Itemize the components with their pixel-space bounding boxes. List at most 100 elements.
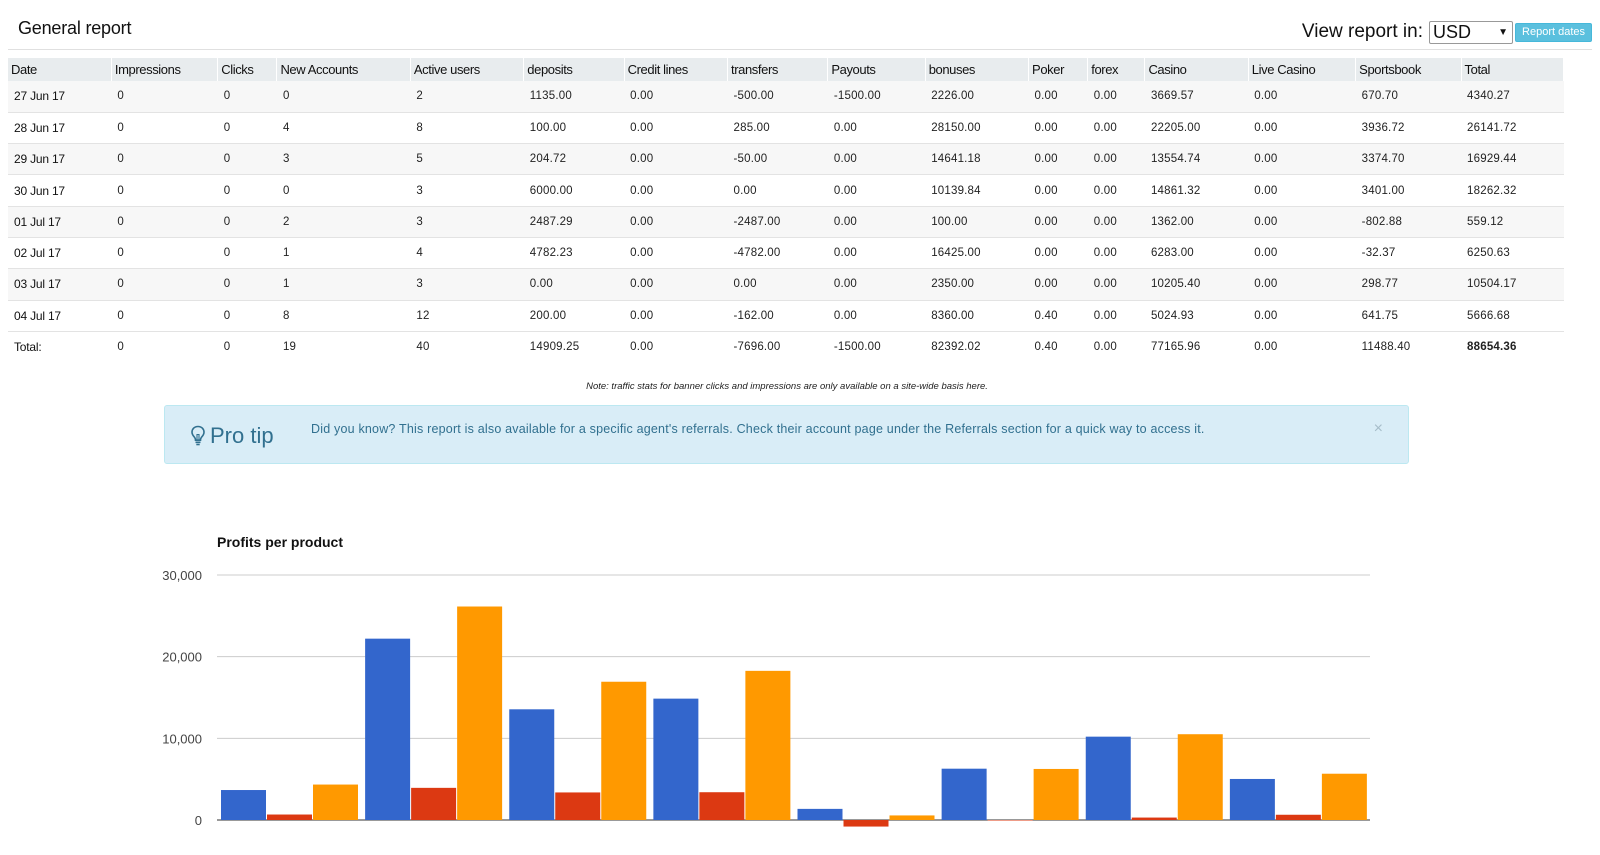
column-header[interactable]: Total <box>1461 58 1565 81</box>
table-cell: 0 <box>111 206 218 238</box>
chart-title: Profits per product <box>217 534 344 550</box>
table-cell: 100.00 <box>523 112 625 145</box>
chart-bar[interactable] <box>457 606 503 820</box>
chart-bar[interactable] <box>1033 768 1079 820</box>
chart-bar[interactable] <box>699 792 745 820</box>
row-date: 04 Jul 17 <box>8 300 112 332</box>
table-row: 28 Jun 17 0 0 4 8 100.00 0.00 285.00 0.00 28150.0… <box>8 112 1564 145</box>
table-cell: 0.00 <box>1028 81 1088 113</box>
column-header[interactable]: Casino <box>1144 58 1249 81</box>
table-cell: 0 <box>111 112 218 145</box>
table-cell: 0 <box>217 268 277 301</box>
chart-bar[interactable] <box>313 784 358 820</box>
row-date: 01 Jul 17 <box>8 206 112 238</box>
chart-bar[interactable] <box>555 792 601 820</box>
table-cell: 200.00 <box>523 300 625 332</box>
chart-bar[interactable] <box>745 670 791 820</box>
chart-bar[interactable] <box>411 787 457 820</box>
table-cell: 5666.68 <box>1461 300 1564 332</box>
table-cell: 0.00 <box>1087 81 1145 113</box>
column-header[interactable]: New Accounts <box>276 58 411 81</box>
table-cell: 2 <box>410 81 524 113</box>
table-cell: 0.00 <box>827 143 926 176</box>
chart-bar[interactable] <box>1275 814 1321 820</box>
column-header[interactable]: Credit lines <box>624 58 729 81</box>
table-cell: 0 <box>111 268 218 301</box>
chart-bar[interactable] <box>987 820 1033 821</box>
table-cell: 0.00 <box>624 112 728 145</box>
table-cell: 5 <box>410 143 524 176</box>
table-cell: 0 <box>217 143 277 176</box>
table-row: 02 Jul 17 0 0 1 4 4782.23 0.00 -4782.00 0.00 1642… <box>8 237 1564 270</box>
table-cell: 0.00 <box>1248 300 1356 332</box>
table-cell: 0.00 <box>1087 174 1145 207</box>
table-cell: 16425.00 <box>925 237 1029 270</box>
chart-bar[interactable] <box>1131 817 1177 820</box>
protip-text: Did you know? This report is also availa… <box>311 422 1205 436</box>
chart-bar[interactable] <box>843 820 889 827</box>
column-header[interactable]: forex <box>1087 58 1146 81</box>
table-cell: 0.00 <box>1028 206 1088 238</box>
chart-bar[interactable] <box>941 768 987 820</box>
column-header[interactable]: Impressions <box>111 58 219 81</box>
column-header[interactable]: deposits <box>523 58 625 81</box>
total-cell: 77165.96 <box>1144 331 1249 363</box>
table-cell: 0 <box>217 300 277 332</box>
chart-bar[interactable] <box>509 709 555 820</box>
total-label: Total: <box>8 331 112 363</box>
table-cell: 1362.00 <box>1144 206 1249 238</box>
column-header[interactable]: transfers <box>727 58 829 81</box>
column-header[interactable]: Poker <box>1028 58 1089 81</box>
column-header[interactable]: Sportsbook <box>1355 58 1462 81</box>
table-cell: 0 <box>276 81 411 113</box>
total-cell: -7696.00 <box>727 331 828 363</box>
close-icon[interactable]: × <box>1373 420 1383 437</box>
chart-bar[interactable] <box>889 815 935 820</box>
row-date: 02 Jul 17 <box>8 237 112 270</box>
chart-bar[interactable] <box>653 698 699 820</box>
column-header[interactable]: Live Casino <box>1248 58 1357 81</box>
total-cell: -1500.00 <box>827 331 926 363</box>
currency-select[interactable]: USD ▼ <box>1429 20 1514 44</box>
chart-bar[interactable] <box>601 681 647 820</box>
table-cell: 0.00 <box>1248 143 1356 176</box>
total-cell: 0.00 <box>1248 331 1356 363</box>
column-header[interactable]: Active users <box>410 58 525 81</box>
table-cell: 1 <box>276 268 411 301</box>
table-cell: 0 <box>276 174 411 207</box>
currency-label: View report in: <box>1301 21 1424 42</box>
column-header[interactable]: bonuses <box>925 58 1030 81</box>
chart-bar[interactable] <box>1085 736 1131 820</box>
chart-bar[interactable] <box>797 808 843 820</box>
table-cell: 2487.29 <box>523 206 625 238</box>
total-cell: 11488.40 <box>1355 331 1462 363</box>
table-cell: 0.00 <box>1087 112 1145 145</box>
column-header[interactable]: Clicks <box>217 58 278 81</box>
chart-bar[interactable] <box>365 638 411 820</box>
table-cell: 2 <box>276 206 411 238</box>
table-cell: 0.00 <box>827 112 926 145</box>
chart-bar[interactable] <box>267 814 312 820</box>
column-header[interactable]: Date <box>8 58 112 81</box>
table-row: 04 Jul 17 0 0 8 12 200.00 0.00 -162.00 0.00 8360.… <box>8 300 1564 332</box>
row-date: 27 Jun 17 <box>8 81 112 113</box>
table-cell: 0.00 <box>1087 300 1145 332</box>
report-dates-button[interactable]: Report dates <box>1515 22 1592 42</box>
column-header[interactable]: Payouts <box>827 58 926 81</box>
table-cell: 0.00 <box>1087 143 1145 176</box>
chart-bar[interactable] <box>1321 773 1367 820</box>
table-cell: 10139.84 <box>925 174 1029 207</box>
total-cell: 88654.36 <box>1461 331 1564 363</box>
table-cell: 3401.00 <box>1355 174 1462 207</box>
chart-bar[interactable] <box>1229 778 1275 820</box>
table-cell: 28150.00 <box>925 112 1029 145</box>
table-cell: 12 <box>410 300 524 332</box>
table-cell: 0 <box>111 300 218 332</box>
table-cell: 0.00 <box>1248 268 1356 301</box>
chart-bar[interactable] <box>1177 734 1223 820</box>
y-tick-label: 10,000 <box>162 731 202 746</box>
table-cell: 1135.00 <box>523 81 625 113</box>
table-cell: 3 <box>410 268 524 301</box>
chart-bar[interactable] <box>221 790 266 820</box>
protip-title: Pro tip <box>210 423 274 448</box>
